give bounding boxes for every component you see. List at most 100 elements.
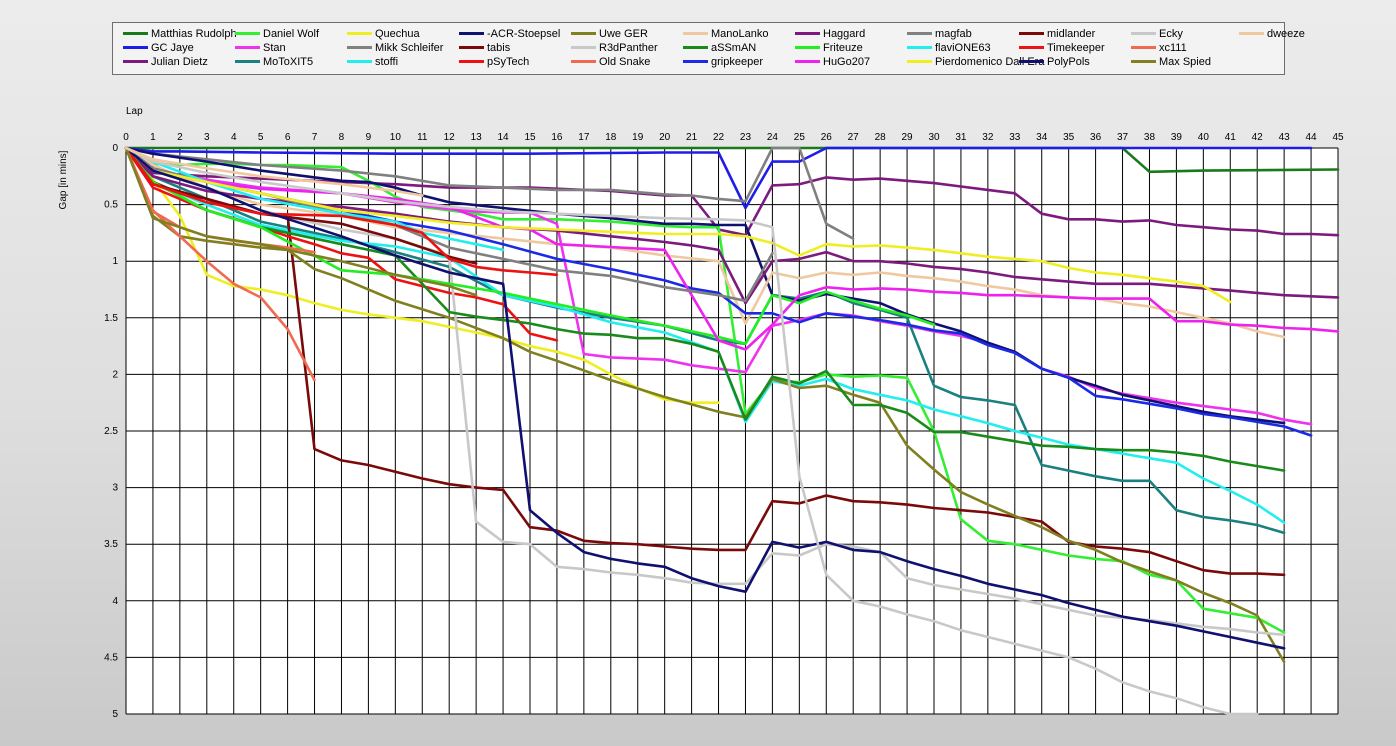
x-tick-label: 42 <box>1252 132 1264 143</box>
legend-swatch <box>347 46 372 49</box>
legend-label: magfab <box>935 28 972 40</box>
x-tick-label: 17 <box>578 132 590 143</box>
legend-label: pSyTech <box>487 56 530 68</box>
y-tick-label: 5 <box>112 709 118 720</box>
series-line-daniel-wolf <box>124 146 1286 634</box>
legend-swatch <box>235 60 260 63</box>
series-line-julian-dietz <box>124 146 1340 237</box>
legend-swatch <box>459 32 484 35</box>
legend-label: Julian Dietz <box>151 56 208 68</box>
x-tick-label: 19 <box>632 132 644 143</box>
legend-label: Matthias Rudolph <box>151 28 237 40</box>
series-line-max-spied <box>124 146 478 297</box>
legend-swatch <box>459 60 484 63</box>
x-tick-label: 28 <box>875 132 887 143</box>
y-tick-label: 3 <box>112 483 118 494</box>
legend-label: -ACR-Stoepsel <box>487 28 561 40</box>
x-tick-label: 22 <box>713 132 725 143</box>
x-tick-label: 23 <box>740 132 752 143</box>
legend-swatch <box>795 60 820 63</box>
x-tick-label: 43 <box>1279 132 1291 143</box>
series-line-tabis <box>124 146 1286 577</box>
legend-label: midlander <box>1047 28 1096 40</box>
legend-swatch <box>1131 46 1156 49</box>
y-tick-label: 3.5 <box>104 539 118 550</box>
x-tick-label: 8 <box>339 132 345 143</box>
series-line-gripkeeper <box>124 146 1313 437</box>
series-line-uwe-ger <box>124 146 1286 664</box>
x-tick-label: 44 <box>1306 132 1318 143</box>
series-line-flavione63 <box>124 146 505 252</box>
x-tick-label: 27 <box>848 132 860 143</box>
legend-label: Mikk Schleifer <box>375 42 444 54</box>
x-tick-label: 35 <box>1063 132 1075 143</box>
x-tick-label: 24 <box>767 132 779 143</box>
legend-label: aSSmAN <box>711 42 757 54</box>
x-tick-label: 12 <box>444 132 456 143</box>
series-line-stoffi <box>124 146 1286 525</box>
x-tick-label: 32 <box>982 132 994 143</box>
legend-swatch <box>347 32 372 35</box>
legend-swatch <box>571 46 596 49</box>
legend-label: Old Snake <box>599 56 651 68</box>
legend-swatch <box>907 32 932 35</box>
legend-label: Ecky <box>1159 28 1183 40</box>
series-line-timekeeper <box>124 146 559 277</box>
series-line-r3dpanther <box>124 146 1286 637</box>
x-tick-label: 1 <box>150 132 156 143</box>
legend-label: HuGo207 <box>823 56 871 68</box>
series-line-gc-jaye <box>124 146 1313 210</box>
legend-swatch <box>683 32 708 35</box>
series-lines <box>124 146 1340 716</box>
x-tick-label: 31 <box>955 132 967 143</box>
legend-swatch <box>795 32 820 35</box>
legend-swatch <box>235 46 260 49</box>
x-tick-label: 18 <box>605 132 617 143</box>
x-tick-label: 36 <box>1090 132 1102 143</box>
x-tick-label: 21 <box>686 132 698 143</box>
legend-label: Quechua <box>375 28 420 40</box>
legend-label: Pierdomenico Dall Era <box>935 56 1045 68</box>
legend-label: dweeze <box>1267 28 1305 40</box>
x-tick-label: 39 <box>1171 132 1183 143</box>
legend-label: PolyPols <box>1047 56 1090 68</box>
y-tick-label: 4 <box>112 596 118 607</box>
series-line-pierdomenico-dall-era <box>124 146 1232 304</box>
legend-swatch <box>571 60 596 63</box>
legend-swatch <box>123 46 148 49</box>
y-tick-label: 0.5 <box>104 200 118 211</box>
series-line-assman <box>124 146 1286 472</box>
legend-label: Timekeeper <box>1047 42 1105 54</box>
legend-label: ManoLanko <box>711 28 769 40</box>
legend-label: tabis <box>487 42 511 54</box>
legend-label: GC Jaye <box>151 42 194 54</box>
x-tick-label: 4 <box>231 132 237 143</box>
x-tick-label: 9 <box>366 132 372 143</box>
legend-swatch <box>347 60 372 63</box>
legend-label: xc111 <box>1159 42 1187 54</box>
legend-swatch <box>1131 32 1156 35</box>
legend-swatch <box>235 32 260 35</box>
x-tick-label: 25 <box>794 132 806 143</box>
x-tick-label: 14 <box>498 132 510 143</box>
x-tick-label: 13 <box>471 132 483 143</box>
series-line-friteuze <box>124 146 936 346</box>
legend-swatch <box>1019 46 1044 49</box>
legend-swatch <box>1131 60 1156 63</box>
axes: 0 1 2 3 4 5 6 7 8 9 10 11 12 13 14 15 16 17 18 19 20 21 22 23 24… <box>58 106 1344 720</box>
legend-label: R3dPanther <box>599 42 658 54</box>
y-tick-label: 1 <box>112 256 118 267</box>
legend-label: Daniel Wolf <box>263 28 320 40</box>
x-tick-label: 37 <box>1117 132 1129 143</box>
legend-swatch <box>795 46 820 49</box>
series-line-ecky <box>124 146 1259 716</box>
x-tick-label: 40 <box>1198 132 1210 143</box>
x-tick-label: 2 <box>177 132 183 143</box>
legend-swatch <box>907 46 932 49</box>
x-tick-label: 20 <box>659 132 671 143</box>
legend-label: Uwe GER <box>599 28 648 40</box>
legend-swatch <box>683 60 708 63</box>
x-axis-label: Lap <box>126 106 143 117</box>
legend-label: Friteuze <box>823 42 863 54</box>
